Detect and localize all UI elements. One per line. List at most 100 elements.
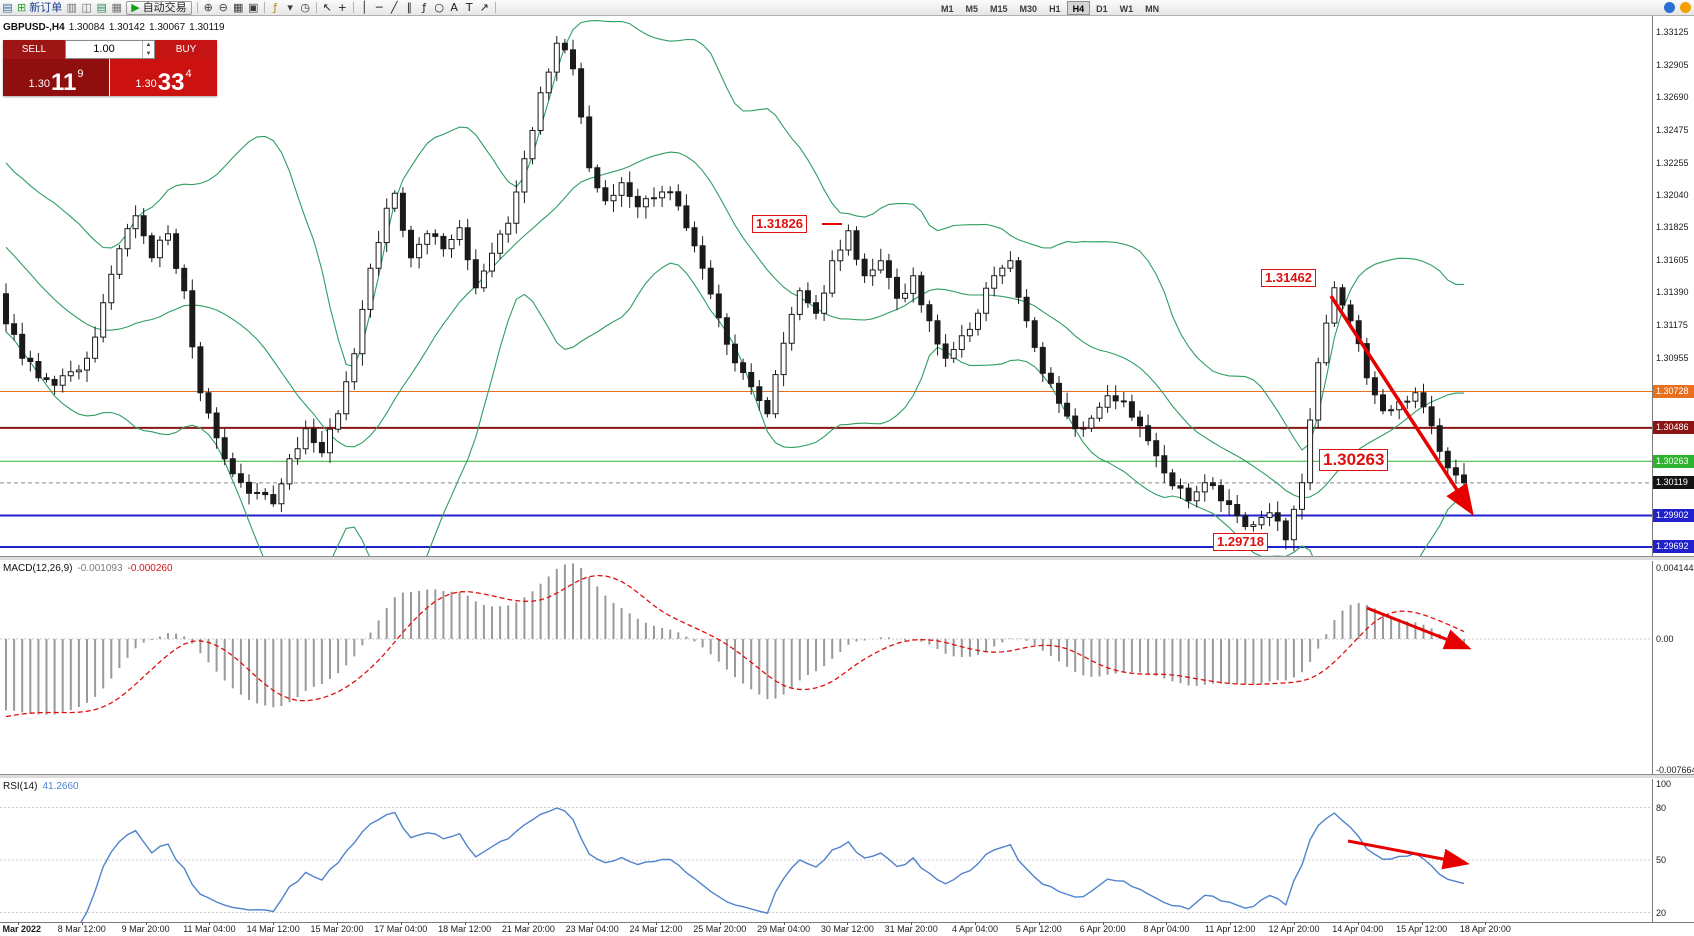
timeframe-m5[interactable]: M5 (965, 3, 979, 14)
volume-down-icon[interactable]: ▼ (145, 50, 152, 57)
price-level-badge: 1.29692 (1653, 540, 1694, 554)
market-watch-icon[interactable]: ◫ (79, 0, 94, 15)
fibonacci-icon[interactable]: ƒ (417, 0, 432, 15)
new-order-button[interactable]: ⊞ 新订单 (15, 0, 64, 15)
buy-button[interactable]: BUY (155, 40, 217, 59)
templates-icon[interactable]: ▾ (283, 0, 298, 15)
new-chart-icon[interactable]: ▤ (0, 0, 15, 15)
rsi-name: RSI(14) (3, 781, 38, 792)
navigator-icon[interactable]: ▤ (94, 0, 109, 15)
timeframe-m30[interactable]: M30 (1019, 3, 1038, 14)
cascade-windows-icon[interactable]: ▣ (246, 0, 261, 15)
price-level-badge: 1.30728 (1653, 385, 1694, 399)
rsi-axis-label: 50 (1656, 855, 1667, 865)
time-axis-tick (1485, 922, 1487, 925)
shapes-icon: ○ (434, 1, 444, 14)
price-axis-label: 1.30955 (1656, 352, 1689, 363)
timeframe-d1[interactable]: D1 (1096, 3, 1108, 14)
time-axis-label: 8 Mar 2022 (0, 924, 42, 934)
zoom-out-icon[interactable]: ⊖ (216, 0, 231, 15)
indicators-icon[interactable]: ƒ (268, 0, 283, 15)
price-axis[interactable] (1652, 16, 1694, 922)
horizontal-line-icon[interactable]: ─ (372, 0, 387, 15)
horizontal-line-icon: ─ (375, 1, 383, 14)
timeframe-h1[interactable]: H1 (1049, 3, 1061, 14)
shapes-icon[interactable]: ○ (432, 0, 447, 15)
time-axis[interactable] (0, 922, 1694, 936)
buy-price-sup: 4 (185, 68, 192, 80)
zoom-in-icon[interactable]: ⊕ (201, 0, 216, 15)
ohlc-low: 1.30067 (149, 22, 186, 33)
channel-icon[interactable]: ∥ (402, 0, 417, 15)
volume-up-icon[interactable]: ▲ (145, 42, 152, 48)
price-level-badge: 1.30119 (1653, 476, 1694, 490)
toolbar: ▤ ⊞ 新订单 ▥ ◫ ▤ ▦ ▶ 自动交易 ⊕ ⊖ ▦ ▣ ƒ ▾ ◷ ↖ + │ ─ ╱ ∥ ƒ ○ A T ↗ M1 M5 M15 M… (0, 0, 1694, 16)
cursor-icon[interactable]: ↖ (320, 0, 335, 15)
macd-axis-label: 0.00 (1656, 634, 1674, 644)
alert-icon[interactable] (1680, 2, 1691, 13)
sell-price-prefix: 1.30 (28, 78, 50, 90)
tile-windows-icon[interactable]: ▦ (231, 0, 246, 15)
trendline-icon[interactable]: ╱ (387, 0, 402, 15)
time-axis-tick (18, 922, 19, 925)
time-axis-tick (528, 922, 530, 925)
buy-price[interactable]: 1.30 33 4 (110, 59, 217, 96)
arrows-icon[interactable]: ↗ (477, 0, 492, 15)
timeframe-bar: M1 M5 M15 M30 H1 H4 D1 W1 MN (935, 0, 1165, 15)
crosshair-icon[interactable]: + (335, 0, 350, 15)
time-axis-label: 8 Mar 12:00 (57, 924, 106, 934)
timeframe-m15[interactable]: M15 (990, 3, 1008, 14)
price-annotation[interactable]: 1.30263 (1319, 449, 1389, 472)
rsi-panel-splitter[interactable] (0, 774, 1694, 779)
price-level-badge: 1.29902 (1653, 508, 1694, 522)
timeframe-h4[interactable]: H4 (1066, 0, 1091, 15)
label-icon[interactable]: T (462, 0, 477, 15)
toolbar-separator (315, 2, 317, 13)
chat-icon[interactable] (1664, 2, 1675, 13)
price-level-badge: 1.30263 (1653, 454, 1694, 468)
price-annotation[interactable]: 1.29718 (1213, 533, 1268, 551)
macd-axis-label: 0.004144 (1656, 563, 1694, 573)
text-icon[interactable]: A (447, 0, 462, 15)
time-axis-tick (719, 922, 721, 925)
label-icon: T (465, 1, 473, 14)
vertical-line-icon[interactable]: │ (357, 0, 372, 15)
channel-icon: ∥ (406, 1, 412, 14)
toolbar-separator (263, 2, 265, 13)
auto-trading-button[interactable]: ▶ 自动交易 (126, 0, 192, 15)
auto-trading-button-label: 自动交易 (142, 1, 187, 14)
timeframe-m1[interactable]: M1 (941, 3, 954, 14)
time-axis-label: 8 Apr 04:00 (1143, 924, 1190, 934)
time-axis-tick (1421, 922, 1423, 925)
ohlc-open: 1.30084 (68, 22, 105, 33)
time-axis-tick (1357, 922, 1359, 925)
price-axis-label: 1.32690 (1656, 92, 1689, 103)
volume-value[interactable]: 1.00 (93, 43, 115, 55)
sell-button[interactable]: SELL (3, 40, 65, 59)
time-axis-tick (783, 922, 785, 925)
time-axis-label: 11 Mar 04:00 (183, 924, 236, 934)
time-axis-tick (209, 922, 211, 925)
timeframe-w1[interactable]: W1 (1119, 3, 1134, 14)
chart-profiles-icon: ▥ (66, 1, 77, 14)
new-chart-icon: ▤ (2, 1, 13, 14)
sell-price[interactable]: 1.30 11 9 (3, 59, 110, 96)
time-axis-tick (592, 922, 594, 925)
cursor-icon: ↖ (322, 1, 332, 14)
price-annotation[interactable]: 1.31826 (752, 215, 807, 233)
price-axis-label: 1.31390 (1656, 287, 1689, 298)
toolbar-separator (352, 2, 354, 13)
chart-profiles-icon[interactable]: ▥ (64, 0, 79, 15)
macd-panel-splitter[interactable] (0, 556, 1694, 561)
period-icon[interactable]: ◷ (298, 0, 313, 15)
toolbar-right-icons (1664, 2, 1691, 13)
zoom-out-icon: ⊖ (218, 1, 228, 14)
time-axis-tick (1038, 922, 1040, 925)
arrows-icon: ↗ (479, 1, 489, 14)
price-annotation[interactable]: 1.31462 (1261, 269, 1316, 287)
time-axis-tick (81, 922, 83, 925)
timeframe-mn[interactable]: MN (1145, 3, 1160, 14)
terminal-icon[interactable]: ▦ (109, 0, 124, 15)
volume-stepper[interactable]: 1.00 ▲ ▼ (65, 40, 155, 59)
